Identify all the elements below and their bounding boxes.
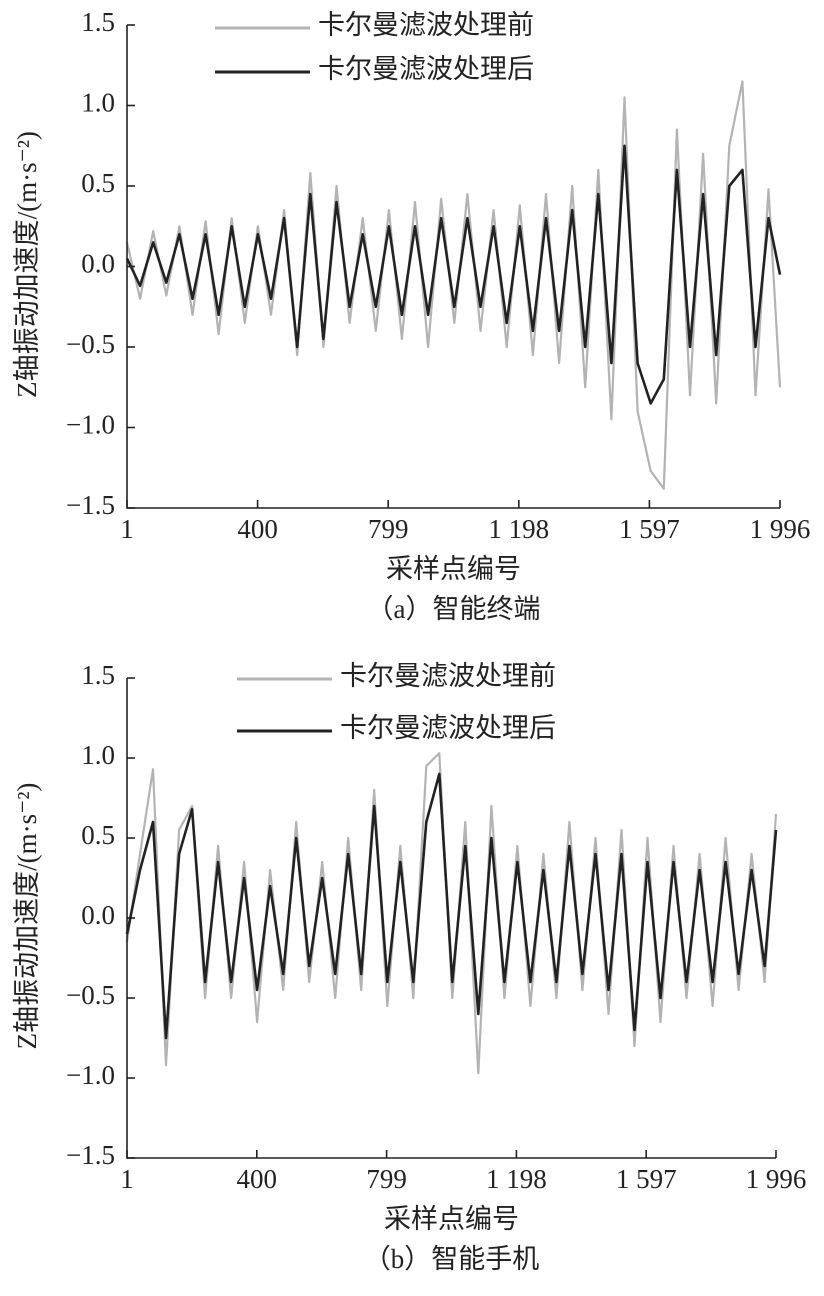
caption: （b）智能手机 [364, 1244, 540, 1274]
data-line [125, 80, 782, 490]
y-tick-label: −1.0 [66, 410, 115, 440]
data-line [125, 144, 782, 405]
x-tick-label: 799 [368, 514, 409, 544]
x-axis-title: 采样点编号 [386, 554, 521, 584]
x-tick-label: 799 [366, 1164, 407, 1194]
y-tick-label: −0.5 [66, 980, 115, 1010]
x-tick-label: 1 198 [486, 1164, 547, 1194]
x-axis-title: 采样点编号 [384, 1204, 519, 1234]
legend-label: 卡尔曼滤波处理后 [318, 54, 534, 84]
legend-label: 卡尔曼滤波处理前 [318, 10, 534, 40]
x-tick-label: 1 198 [488, 514, 549, 544]
y-axis-title: Z轴振动加速度/(m·s⁻²) [12, 783, 42, 1050]
y-tick-label: 1.0 [81, 88, 115, 118]
x-tick-label: 400 [237, 1164, 278, 1194]
y-tick-label: 0.5 [81, 168, 115, 198]
x-tick-label: 1 597 [616, 1164, 677, 1194]
y-tick-label: 1.0 [81, 740, 115, 770]
x-tick-label: 1 [120, 514, 134, 544]
x-tick-label: 400 [237, 514, 278, 544]
legend-label: 卡尔曼滤波处理后 [340, 713, 556, 743]
legend-label: 卡尔曼滤波处理前 [340, 661, 556, 691]
x-tick-label: 1 [120, 1164, 134, 1194]
y-tick-label: −1.5 [66, 1140, 115, 1170]
y-tick-label: 1.5 [81, 7, 115, 37]
data-line [125, 772, 778, 1040]
x-tick-label: 1 996 [750, 514, 811, 544]
y-tick-label: 1.5 [81, 660, 115, 690]
y-tick-label: 0.5 [81, 820, 115, 850]
y-tick-label: −0.5 [66, 329, 115, 359]
x-tick-label: 1 597 [619, 514, 680, 544]
y-axis-title: Z轴振动加速度/(m·s⁻²) [12, 131, 42, 398]
caption: （a）智能终端 [367, 594, 541, 624]
y-tick-label: −1.5 [66, 490, 115, 520]
x-tick-label: 1 996 [746, 1164, 807, 1194]
y-tick-label: 0.0 [81, 900, 115, 930]
y-tick-label: −1.0 [66, 1060, 115, 1090]
y-tick-label: 0.0 [81, 249, 115, 279]
